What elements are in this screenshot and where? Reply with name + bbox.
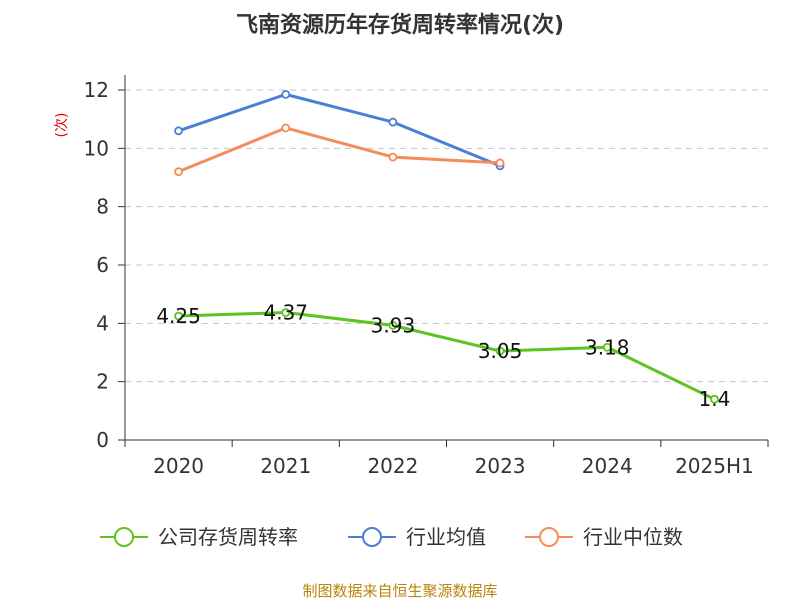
data-point — [174, 311, 183, 321]
data-point — [174, 167, 183, 177]
gridlines — [125, 89, 768, 383]
data-label: 3.18 — [585, 335, 630, 359]
y-tick-label: 6 — [96, 253, 109, 277]
x-tick-label: 2025H1 — [675, 454, 754, 478]
data-point — [281, 123, 291, 133]
axes: 0 2 4 6 8 10 12 2020 2021 2022 2023 2024 2025H1 — [84, 75, 769, 478]
y-tick-label: 10 — [84, 136, 109, 160]
data-labels: 4.25 4.37 3.93 3.05 3.18 1.4 — [156, 301, 730, 412]
y-tick-label: 4 — [96, 311, 109, 335]
legend-label: 行业均值 — [406, 525, 486, 549]
data-label: 4.25 — [156, 304, 201, 328]
chart-title: 飞南资源历年存货周转率情况(次) — [236, 12, 564, 38]
x-tick-label: 2022 — [367, 454, 418, 478]
x-tick-label: 2020 — [153, 454, 204, 478]
y-tick-label: 0 — [96, 428, 109, 452]
data-point — [388, 320, 398, 330]
legend: 公司存货周转率 行业均值 行业中位数 — [100, 525, 683, 549]
y-tick-label: 2 — [96, 370, 109, 394]
x-tick-label: 2024 — [582, 454, 633, 478]
data-point — [710, 394, 719, 404]
y-tick-label: 12 — [84, 78, 109, 102]
data-label: 3.93 — [371, 313, 416, 337]
data-point — [388, 152, 398, 162]
data-point — [495, 158, 505, 168]
data-point — [495, 346, 505, 356]
data-label: 1.4 — [699, 387, 731, 411]
data-point — [174, 126, 183, 136]
data-label: 4.37 — [263, 301, 308, 325]
series-line — [178, 92, 501, 168]
series-line — [178, 311, 716, 401]
legend-swatch-marker — [362, 527, 382, 547]
source-note: 制图数据来自恒生聚源数据库 — [302, 582, 497, 600]
x-tick-label: 2023 — [475, 454, 526, 478]
x-tick-label: 2021 — [260, 454, 311, 478]
y-tick-label: 8 — [96, 195, 109, 219]
data-label: 3.05 — [478, 339, 523, 363]
legend-swatch-marker — [114, 527, 134, 547]
data-point — [281, 89, 291, 99]
legend-swatch-marker — [539, 527, 559, 547]
data-point — [281, 308, 291, 317]
series-layer — [174, 89, 719, 404]
series-line — [178, 126, 501, 174]
legend-label: 行业中位数 — [583, 525, 683, 549]
data-point — [388, 117, 398, 127]
legend-label: 公司存货周转率 — [158, 525, 298, 549]
y-axis-label: (次) — [54, 113, 70, 138]
data-point — [602, 342, 612, 352]
